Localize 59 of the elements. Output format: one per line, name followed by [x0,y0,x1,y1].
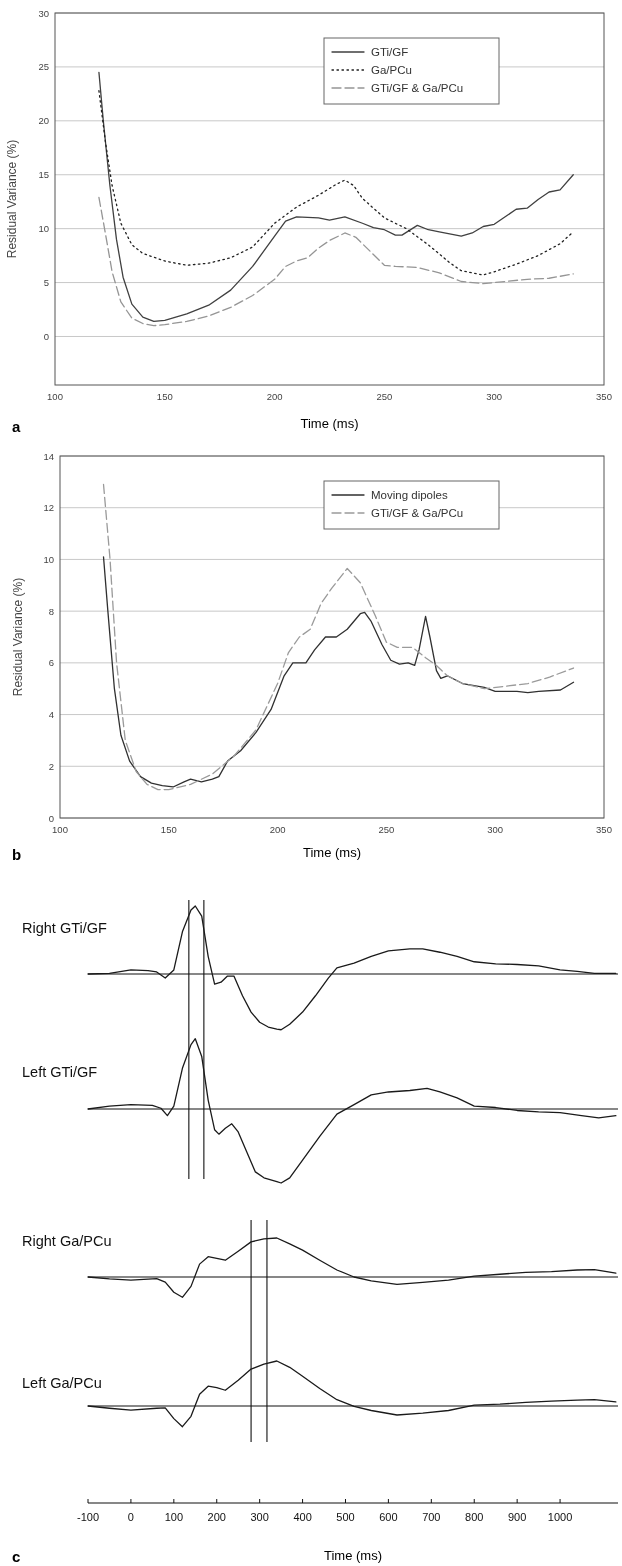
y-tick-label: 5 [43,277,49,289]
line-series [102,483,575,791]
x-tick-label: 150 [160,824,177,835]
x-tick-label: 800 [465,1511,484,1523]
y-tick-label: 10 [43,553,54,565]
x-tick-label: 150 [156,391,173,402]
legend-label: GTi/GF & Ga/PCu [371,507,464,519]
y-tick-label: 15 [38,169,49,181]
x-tick-label: 200 [269,824,286,835]
y-tick-label: 0 [48,812,54,824]
legend-label: GTi/GF & Ga/PCu [371,82,464,94]
y-tick-label: 12 [43,502,54,514]
x-tick-label: 900 [507,1511,527,1523]
y-tick-label: 6 [48,657,54,669]
y-tick-label: 2 [48,760,54,772]
x-tick-label: 100 [47,391,63,402]
x-tick-label: -100 [76,1511,100,1523]
x-axis-title: Time (ms) [323,1548,383,1563]
x-tick-label: 300 [487,824,504,835]
y-tick-label: 30 [38,7,49,19]
text: b [12,846,22,863]
y-axis-title: Residual Variance (%) [11,577,25,697]
x-tick-label: 400 [293,1511,312,1523]
x-tick-label: 250 [378,824,395,835]
y-tick-label: 4 [48,709,54,721]
x-axis-title: Time (ms) [300,416,359,431]
x-axis-title: Time (ms) [302,845,362,860]
legend-label: GTi/GF [371,46,409,58]
legend-label: Moving dipoles [371,489,448,501]
line-series [102,556,575,788]
x-tick-label: 200 [266,391,283,402]
text: Right GTi/GF [22,920,107,936]
x-tick-label: 600 [379,1511,398,1523]
line-series [98,196,574,327]
text: c [12,1548,21,1565]
legend-label: Ga/PCu [371,64,412,76]
x-tick-label: 350 [596,391,612,402]
x-tick-label: 200 [207,1511,226,1523]
text: Left GTi/GF [22,1064,98,1080]
y-tick-label: 20 [38,115,49,127]
x-tick-label: 250 [376,391,393,402]
y-tick-label: 8 [48,605,54,617]
x-tick-label: 300 [486,391,503,402]
x-tick-label: 0 [127,1511,134,1523]
x-tick-label: 700 [422,1511,441,1523]
y-tick-label: 14 [43,450,54,462]
y-tick-label: 25 [38,61,49,73]
y-tick-label: 0 [43,330,49,342]
x-tick-label: 100 [52,824,68,835]
x-tick-label: 100 [164,1511,184,1523]
y-axis-title: Residual Variance (%) [5,139,19,259]
chart-title: Right Ga/PCu [22,1233,112,1249]
x-tick-label: 300 [250,1511,269,1523]
text: Left Ga/PCu [22,1375,102,1391]
x-tick-label: 500 [336,1511,355,1523]
x-tick-label: 350 [596,824,612,835]
y-tick-label: 10 [38,223,49,235]
x-tick-label: 1000 [547,1511,573,1523]
text: a [12,418,21,435]
